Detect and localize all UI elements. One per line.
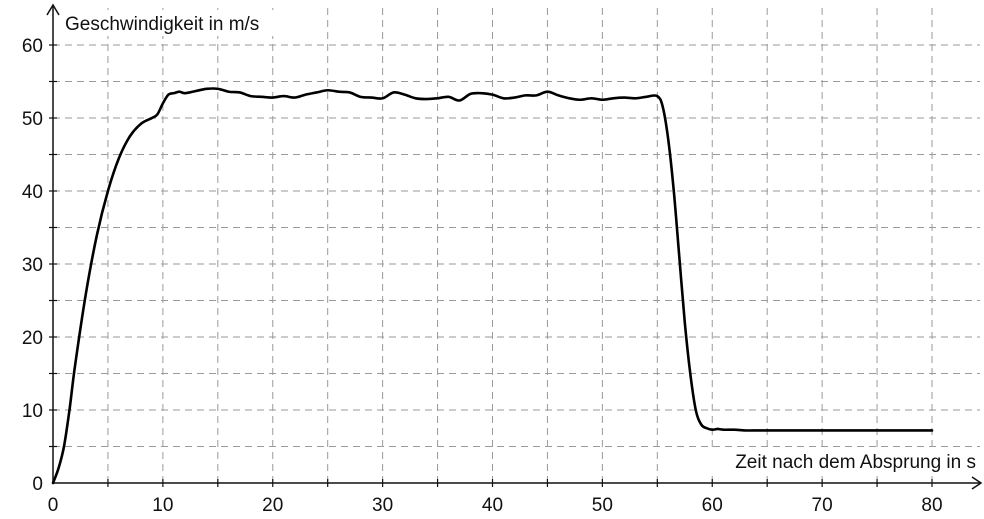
- xlabel-background: [674, 449, 980, 475]
- ylabel-background: [62, 10, 314, 36]
- x-tick-label: 70: [812, 495, 833, 516]
- y-tick-label: 10: [22, 401, 43, 422]
- y-tick-label: 0: [32, 474, 43, 495]
- y-tick-label: 20: [22, 328, 43, 349]
- y-tick-label: 60: [22, 36, 43, 57]
- y-tick-label: 30: [22, 255, 43, 276]
- x-tick-label: 30: [372, 495, 393, 516]
- x-tick-label: 20: [262, 495, 283, 516]
- y-axis-arrow-icon: [46, 3, 60, 16]
- axes: [46, 3, 983, 490]
- y-axis-title: Geschwindigkeit in m/s: [65, 14, 259, 35]
- x-tick-label: 10: [152, 495, 173, 516]
- x-tick-label: 60: [702, 495, 723, 516]
- y-tick-label: 50: [22, 109, 43, 130]
- y-ticks: 0 10 20 30 40 50 60: [22, 36, 57, 495]
- y-tick-label: 40: [22, 182, 43, 203]
- speed-curve-line: [51, 87, 934, 485]
- x-tick-label: 50: [592, 495, 613, 516]
- x-tick-label: 80: [921, 495, 942, 516]
- x-tick-label: 40: [482, 495, 503, 516]
- x-axis-title: Zeit nach dem Absprung in s: [735, 452, 976, 473]
- x-ticks: 0 10 20 30 40 50 60 70 80: [48, 479, 943, 516]
- x-axis-arrow-icon: [971, 476, 983, 490]
- grid: [53, 8, 980, 483]
- series-layer: [51, 87, 934, 485]
- x-tick-label: 0: [48, 495, 59, 516]
